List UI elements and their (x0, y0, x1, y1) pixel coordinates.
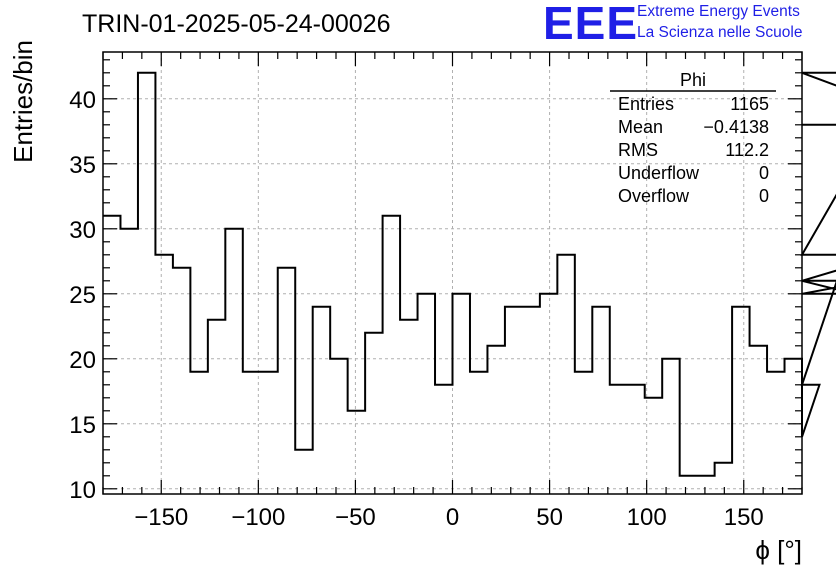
y-axis-ticks: 10 15 20 25 30 35 40 (69, 87, 96, 504)
logo-caption-line2: La Scienza nelle Scuole (637, 24, 803, 41)
stats-value-rms: 112.2 (725, 140, 769, 160)
x-tick-label: 0 (446, 504, 459, 531)
y-tick-label: 40 (69, 87, 96, 114)
x-tick-label: −150 (134, 504, 188, 531)
x-axis-title: ϕ [°] (755, 535, 802, 565)
grid-lines (103, 52, 802, 494)
stats-label-rms: RMS (618, 140, 658, 160)
histogram-line (103, 71, 836, 477)
y-axis-title: Entries/bin (8, 40, 38, 163)
x-tick-label: 50 (536, 504, 563, 531)
stats-box: Phi Entries 1165 Mean −0.4138 RMS 112.2 … (610, 70, 776, 206)
stats-value-entries: 1165 (730, 94, 769, 114)
stats-value-mean: −0.4138 (703, 117, 769, 137)
x-tick-label: −100 (231, 504, 285, 531)
y-tick-label: 15 (69, 412, 96, 439)
plot-frame (102, 51, 803, 495)
y-tick-label: 35 (69, 152, 96, 179)
eee-logo: EEE (543, 0, 639, 49)
stats-label-entries: Entries (618, 94, 674, 114)
y-tick-label: 10 (69, 477, 96, 504)
stats-label-overflow: Overflow (618, 186, 690, 206)
y-tick-label: 30 (69, 217, 96, 244)
x-axis-ticks: −150 −100 −50 0 50 100 150 (134, 504, 764, 531)
stats-label-mean: Mean (618, 117, 663, 137)
y-tick-label: 25 (69, 282, 96, 309)
stats-value-underflow: 0 (759, 163, 769, 183)
logo-caption-line1: Extreme Energy Events (637, 3, 800, 20)
stats-label-underflow: Underflow (618, 163, 700, 183)
y-tick-label: 20 (69, 347, 96, 374)
x-tick-label: 150 (724, 504, 764, 531)
chart-title: TRIN-01-2025-05-24-00026 (82, 10, 391, 38)
x-tick-label: −50 (335, 504, 376, 531)
stats-name: Phi (680, 70, 706, 90)
stats-value-overflow: 0 (759, 186, 769, 206)
x-tick-label: 100 (627, 504, 667, 531)
